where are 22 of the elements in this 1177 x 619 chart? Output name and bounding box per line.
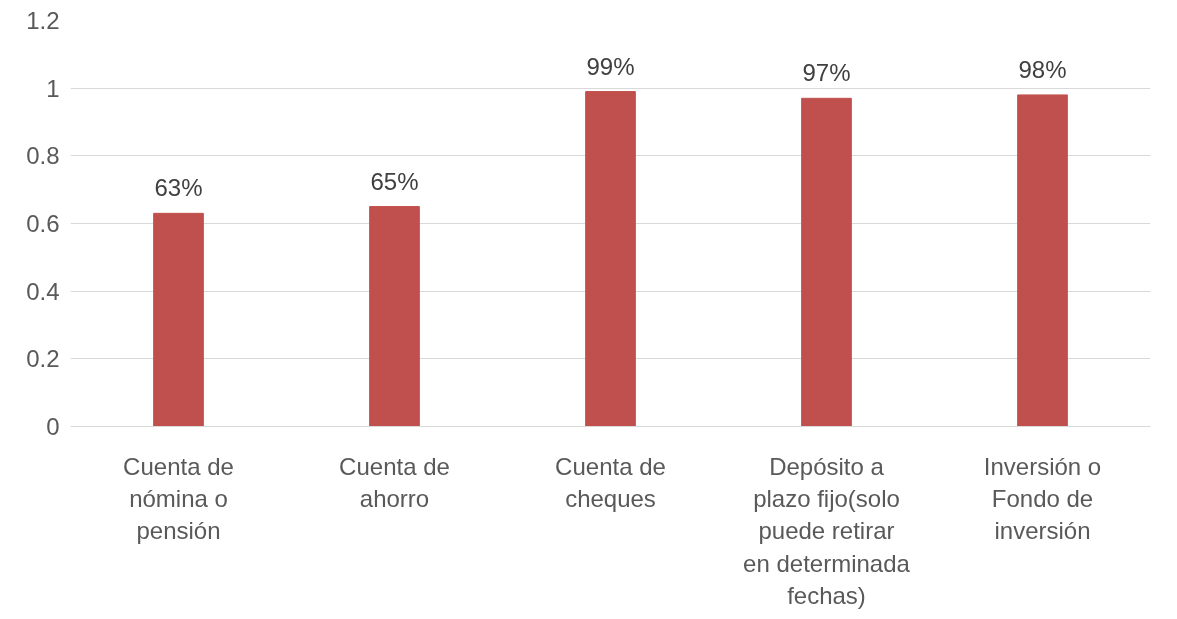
data-label: 65% (370, 167, 419, 195)
data-label: 99% (586, 52, 635, 80)
x-tick-label: Cuenta de cheques (555, 452, 666, 512)
x-tick-label: Depósito a plazo fijo(solo puede retirar en determinada fechas) (743, 452, 911, 610)
y-tick-label: 0.4 (26, 277, 60, 305)
x-tick-label: Cuenta de ahorro (339, 452, 450, 512)
bar (153, 212, 204, 427)
data-label: 97% (802, 59, 851, 87)
bar (369, 206, 420, 427)
bar (585, 91, 636, 427)
y-tick-label: 0.8 (26, 142, 60, 170)
data-label: 98% (1018, 55, 1067, 83)
y-tick-label: 0.2 (26, 345, 60, 373)
x-tick-label: Cuenta de nómina o pensión (123, 452, 234, 545)
x-tick-label: Inversión o Fondo de inversión (983, 452, 1102, 545)
bar (801, 97, 852, 427)
y-tick-label: 0 (46, 413, 60, 440)
y-tick-label: 1 (46, 74, 60, 102)
bar (1017, 94, 1068, 427)
y-tick-label: 0.6 (26, 210, 60, 237)
y-tick-label: 1.2 (26, 7, 60, 34)
data-label: 63% (154, 174, 203, 202)
